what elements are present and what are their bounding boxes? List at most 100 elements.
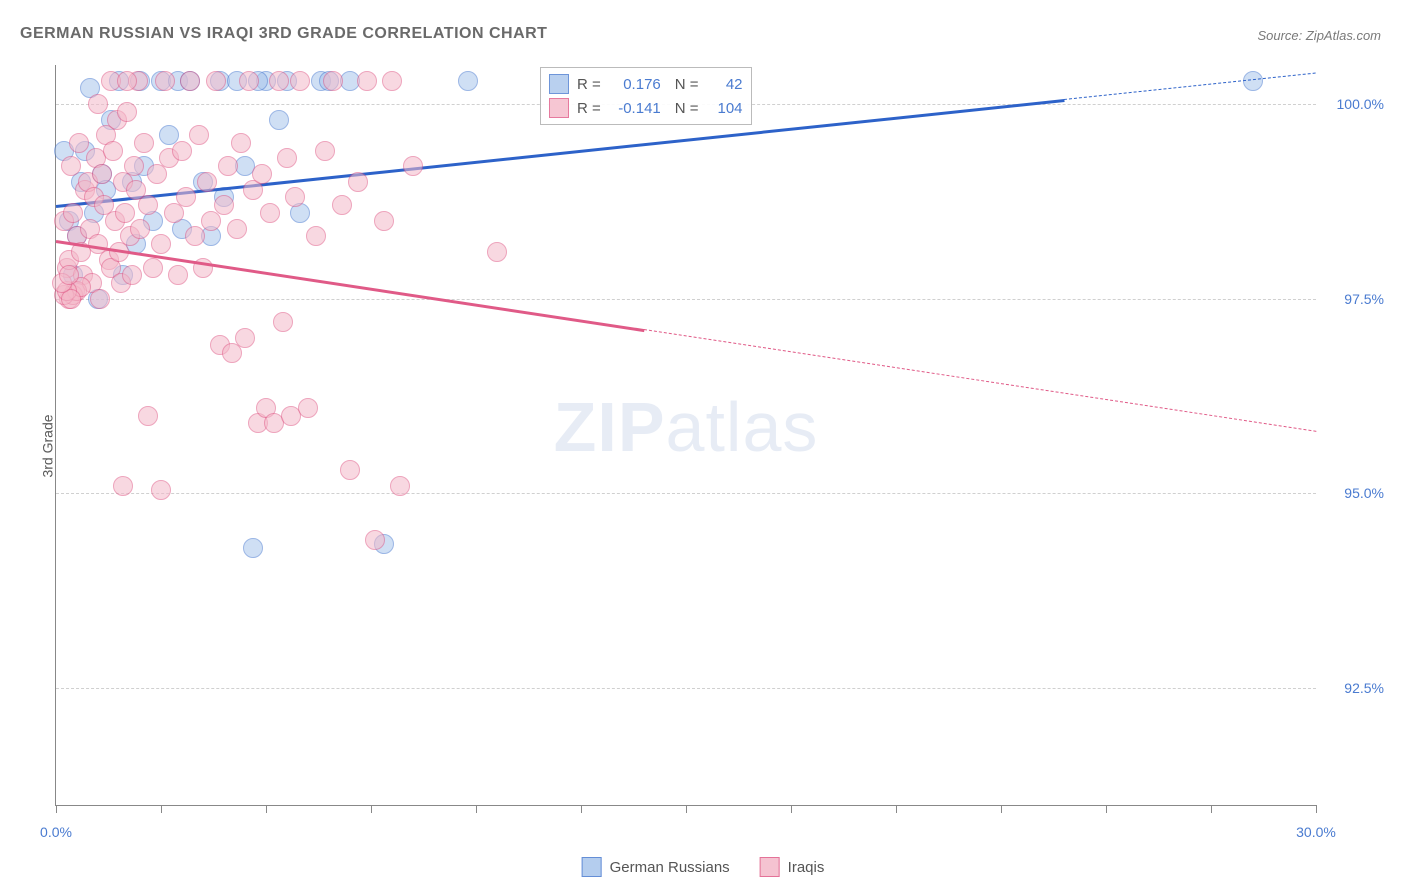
stats-swatch-german_russians xyxy=(549,74,569,94)
data-point-iraqis xyxy=(90,289,110,309)
data-point-iraqis xyxy=(103,141,123,161)
x-tick xyxy=(56,805,57,813)
data-point-iraqis xyxy=(185,226,205,246)
stats-row-german_russians: R = 0.176 N = 42 xyxy=(549,72,743,96)
stats-swatch-iraqis xyxy=(549,98,569,118)
r-value-german_russians: 0.176 xyxy=(609,76,661,93)
data-point-iraqis xyxy=(151,480,171,500)
data-point-iraqis xyxy=(168,265,188,285)
data-point-iraqis xyxy=(130,219,150,239)
gridline xyxy=(56,299,1316,300)
data-point-iraqis xyxy=(122,265,142,285)
y-tick-label: 97.5% xyxy=(1344,291,1384,307)
legend-swatch-iraqis xyxy=(760,857,780,877)
data-point-iraqis xyxy=(88,94,108,114)
x-tick-label: 30.0% xyxy=(1296,824,1336,840)
data-point-german_russians xyxy=(458,71,478,91)
data-point-iraqis xyxy=(315,141,335,161)
data-point-iraqis xyxy=(113,476,133,496)
data-point-iraqis xyxy=(63,203,83,223)
watermark-bold: ZIP xyxy=(554,388,666,466)
trend-line-iraqis xyxy=(56,240,644,332)
x-tick xyxy=(1316,805,1317,813)
data-point-iraqis xyxy=(273,312,293,332)
data-point-iraqis xyxy=(59,265,79,285)
x-tick xyxy=(476,805,477,813)
data-point-iraqis xyxy=(382,71,402,91)
x-tick xyxy=(1106,805,1107,813)
data-point-iraqis xyxy=(269,71,289,91)
n-label: N = xyxy=(675,100,699,117)
watermark: ZIPatlas xyxy=(554,387,819,467)
data-point-iraqis xyxy=(180,71,200,91)
data-point-iraqis xyxy=(340,460,360,480)
data-point-german_russians xyxy=(243,538,263,558)
data-point-iraqis xyxy=(197,172,217,192)
r-label: R = xyxy=(577,76,601,93)
data-point-iraqis xyxy=(403,156,423,176)
n-value-german_russians: 42 xyxy=(707,76,743,93)
data-point-iraqis xyxy=(290,71,310,91)
data-point-iraqis xyxy=(124,156,144,176)
legend-item-german_russians: German Russians xyxy=(582,857,730,877)
data-point-iraqis xyxy=(252,164,272,184)
data-point-iraqis xyxy=(115,203,135,223)
data-point-iraqis xyxy=(69,133,89,153)
y-axis-title: 3rd Grade xyxy=(40,414,56,477)
data-point-iraqis xyxy=(151,234,171,254)
data-point-german_russians xyxy=(269,110,289,130)
x-tick xyxy=(791,805,792,813)
data-point-iraqis xyxy=(235,328,255,348)
data-point-iraqis xyxy=(92,164,112,184)
data-point-iraqis xyxy=(227,219,247,239)
data-point-iraqis xyxy=(155,71,175,91)
gridline xyxy=(56,688,1316,689)
y-tick-label: 100.0% xyxy=(1337,96,1384,112)
data-point-iraqis xyxy=(172,141,192,161)
data-point-iraqis xyxy=(260,203,280,223)
legend-label-german_russians: German Russians xyxy=(610,859,730,876)
source-attribution: Source: ZipAtlas.com xyxy=(1257,28,1381,43)
data-point-iraqis xyxy=(298,398,318,418)
plot-area: ZIPatlas 92.5%95.0%97.5%100.0%0.0%30.0% xyxy=(55,65,1316,806)
data-point-iraqis xyxy=(214,195,234,215)
y-tick-label: 95.0% xyxy=(1344,485,1384,501)
y-tick-label: 92.5% xyxy=(1344,680,1384,696)
data-point-iraqis xyxy=(61,156,81,176)
n-value-iraqis: 104 xyxy=(707,100,743,117)
data-point-iraqis xyxy=(231,133,251,153)
x-tick xyxy=(896,805,897,813)
n-label: N = xyxy=(675,76,699,93)
x-tick xyxy=(686,805,687,813)
data-point-iraqis xyxy=(374,211,394,231)
x-tick xyxy=(161,805,162,813)
data-point-iraqis xyxy=(332,195,352,215)
data-point-iraqis xyxy=(365,530,385,550)
legend-swatch-german_russians xyxy=(582,857,602,877)
x-tick xyxy=(1001,805,1002,813)
stats-row-iraqis: R = -0.141 N = 104 xyxy=(549,96,743,120)
data-point-iraqis xyxy=(277,148,297,168)
legend-label-iraqis: Iraqis xyxy=(788,859,825,876)
r-value-iraqis: -0.141 xyxy=(609,100,661,117)
data-point-iraqis xyxy=(206,71,226,91)
data-point-iraqis xyxy=(134,133,154,153)
data-point-iraqis xyxy=(117,71,137,91)
trend-line-german_russians-extrapolated xyxy=(1064,73,1316,100)
data-point-iraqis xyxy=(306,226,326,246)
x-tick xyxy=(581,805,582,813)
legend-item-iraqis: Iraqis xyxy=(760,857,825,877)
correlation-stats-box: R = 0.176 N = 42 R = -0.141 N = 104 xyxy=(540,67,752,125)
x-tick-label: 0.0% xyxy=(40,824,72,840)
data-point-iraqis xyxy=(143,258,163,278)
data-point-iraqis xyxy=(138,406,158,426)
chart-title: GERMAN RUSSIAN VS IRAQI 3RD GRADE CORREL… xyxy=(20,25,547,43)
gridline xyxy=(56,493,1316,494)
r-label: R = xyxy=(577,100,601,117)
data-point-iraqis xyxy=(138,195,158,215)
data-point-iraqis xyxy=(323,71,343,91)
trend-line-iraqis-extrapolated xyxy=(644,329,1316,432)
legend-bottom: German Russians Iraqis xyxy=(582,857,825,877)
data-point-iraqis xyxy=(357,71,377,91)
data-point-iraqis xyxy=(285,187,305,207)
